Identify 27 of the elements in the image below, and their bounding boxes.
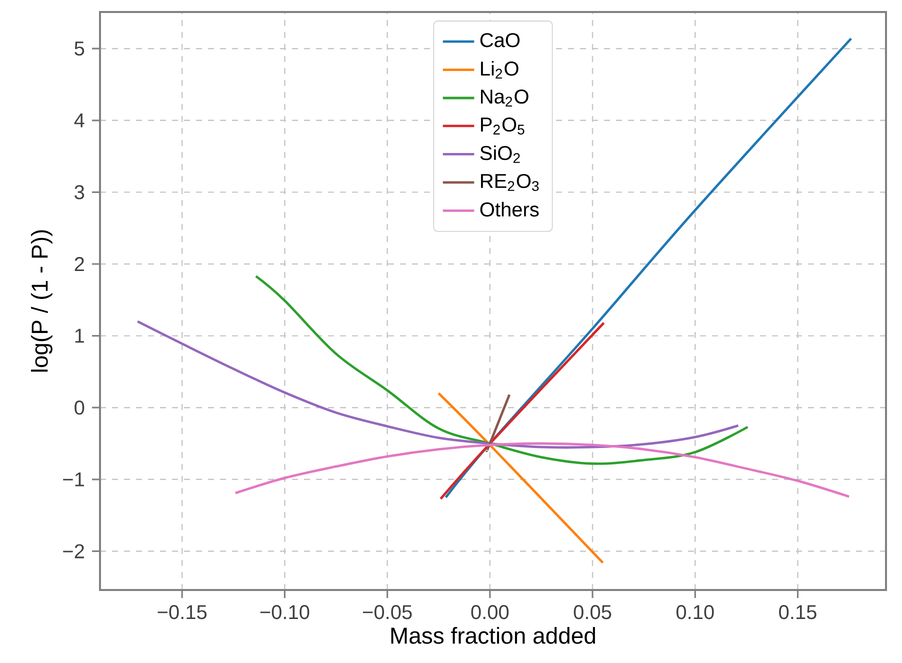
legend-label: Others (480, 202, 539, 217)
legend-label: RE$_{2}$O$_{3}$ (481, 174, 539, 192)
y-tick-label: 3 (74, 185, 84, 200)
x-tick-label: 0.00 (471, 605, 509, 620)
y-axis-title: log(P / (1 - P)) (30, 230, 52, 372)
y-tick-label: 5 (74, 42, 84, 56)
x-axis-title: Mass fraction added (391, 626, 596, 644)
x-tick-label: −0.15 (158, 605, 207, 620)
x-tick-label: 0.15 (779, 605, 816, 620)
legend-label: P$_{2}$O$_{5}$ (481, 117, 524, 135)
y-tick-label: −2 (63, 544, 84, 558)
y-tick-label: 0 (74, 400, 84, 415)
x-tick-label: −0.05 (362, 605, 412, 620)
y-tick-label: 1 (75, 328, 84, 343)
x-tick-label: 0.10 (676, 605, 714, 620)
legend-label: Na$_{2}$O (481, 90, 528, 106)
legend-label: CaO (480, 33, 520, 48)
line-series (254, 275, 749, 465)
y-tick-label: 4 (74, 114, 84, 128)
y-tick-label: −1 (63, 472, 84, 486)
y-tick-label: 2 (74, 257, 84, 271)
x-tick-label: 0.05 (574, 605, 612, 620)
line-series (234, 442, 850, 498)
legend-label: Li$_{2}$O (481, 61, 518, 79)
legend-label: SiO$_{2}$ (480, 145, 520, 163)
x-tick-label: −0.10 (260, 605, 310, 620)
line-series (136, 320, 740, 449)
